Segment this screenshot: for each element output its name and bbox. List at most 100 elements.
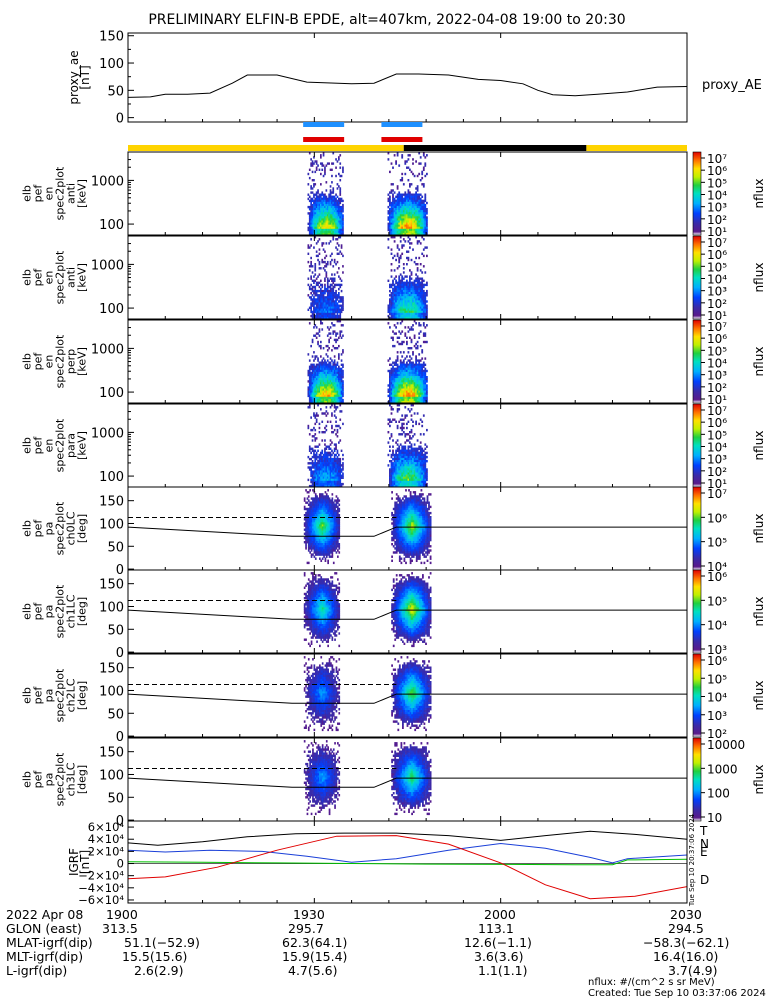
spectrogram-cell [392,394,394,398]
spectrogram-cell [421,484,424,488]
spectrogram-cell [407,376,410,379]
spectrogram-cell [324,166,326,169]
spectrogram-cell [401,304,404,307]
spectrogram-cell [338,353,340,356]
spectrogram-cell [338,357,340,360]
spectrogram-cell [415,285,417,289]
spectrogram-cell [389,191,391,194]
spectrogram-cell [312,511,314,515]
spectrogram-cell [421,218,424,221]
spectrogram-cell [315,232,318,236]
spectrogram-cell [422,232,425,236]
spectrogram-cell [424,156,427,159]
spectrogram-cell [416,480,419,484]
spectrogram-cell [314,416,317,419]
spectrogram-cell [314,269,317,272]
spectrogram-cell [392,300,394,303]
spectrogram-cell [406,205,408,209]
spectrogram-cell [413,300,416,303]
spectrogram-cell [418,367,421,371]
spectrogram-cell [407,398,410,402]
spectrogram-cell [416,386,419,389]
spectrogram-cell [314,205,317,209]
spectrogram-cell [313,308,315,311]
y-axis-label: elb [21,185,34,202]
spectrogram-cell [328,230,330,234]
spectrogram-cell [393,363,396,366]
spectrogram-cell [313,289,315,293]
spectrogram-cell [324,388,326,391]
spectrogram-cell [328,472,330,475]
spectrogram-cell [426,478,428,482]
spectrogram-cell [313,203,315,207]
spectrogram-cell [406,480,408,484]
spectrogram-cell [413,320,416,323]
spectrogram-cell [396,390,399,393]
spectrogram-cell [398,208,401,211]
spectrogram-cell [312,503,314,506]
spectrogram-cell [387,306,390,309]
spectrogram-cell [393,484,396,488]
spectrogram-cell [328,378,330,381]
spectrogram-cell [406,378,408,381]
spectrogram-cell [413,484,416,488]
spectrogram-cell [332,312,335,316]
spectrogram-cell [404,449,407,452]
spectrogram-cell [332,187,335,190]
spectrogram-cell [324,447,326,450]
spectrogram-cell [321,162,324,165]
spectrogram-cell [308,214,311,217]
spectrogram-cell [314,524,317,527]
spectrogram-cell [329,310,332,314]
spectrogram-cell [331,210,333,213]
spectrogram-cell [413,193,416,196]
spectrogram-cell [338,244,340,247]
spectrogram-cell [419,453,422,457]
spectrogram-cell [421,316,424,320]
spectrogram-cell [416,344,419,348]
spectrogram-cell [416,347,419,350]
spectrogram-cell [409,218,411,221]
spectrogram-cell [399,283,402,287]
spectrogram-cell [325,453,328,457]
spectrogram-cell [398,373,401,377]
spectrogram-cell [313,499,316,502]
spectrogram-cell [311,476,314,479]
spectrogram-cell [410,464,413,467]
spectrogram-cell [409,238,411,241]
spectrogram-cell [402,351,405,354]
spectrogram-cell [307,244,310,247]
spectrogram-cell [326,285,329,289]
spectrogram-cell [313,351,315,354]
spectrogram-cell [404,314,407,318]
spectrogram-cell [338,304,340,307]
spectrogram-cell [421,292,424,295]
spectrogram-cell [333,388,336,391]
spectrogram-cell [314,503,317,506]
state-bar-segment [586,145,687,151]
spectrogram-cell [325,451,328,455]
spectrogram-cell [402,300,405,303]
spectrogram-cell [407,396,410,400]
spectrogram-cell [401,373,404,377]
spectrogram-cell [313,426,315,430]
spectrogram-cell [310,220,312,223]
spectrogram-cell [320,522,323,525]
spectrogram-cell [319,509,321,513]
spectrogram-cell [325,316,328,320]
spectrogram-cell [329,168,332,171]
spectrogram-cell [419,222,422,225]
spectrogram-cell [424,193,427,196]
spectrogram-cell [426,428,428,432]
spectrogram-cell [340,380,343,383]
spectrogram-cell [335,424,337,428]
spectrogram-cell [332,197,335,201]
spectrogram-cell [324,426,326,430]
spectrogram-cell [322,316,325,320]
spectrogram-cell [339,228,342,232]
spectrogram-cell [322,455,325,459]
spectrogram-cell [340,336,343,339]
spectrogram-cell [318,472,321,475]
spectrogram-cell [396,355,399,358]
spectrogram-cell [335,447,337,450]
